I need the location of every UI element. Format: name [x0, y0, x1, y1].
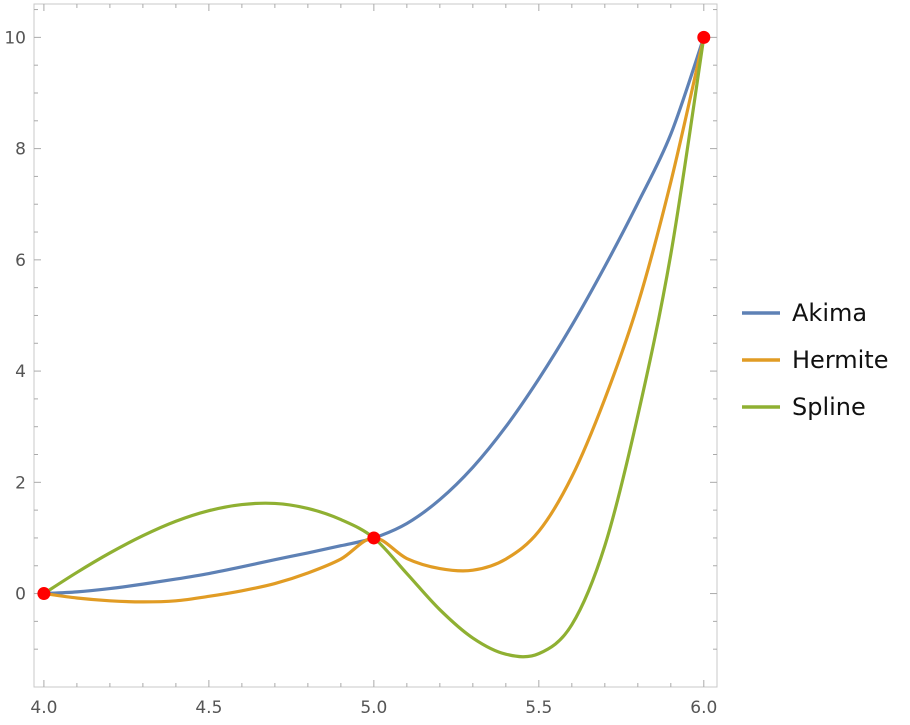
series-lines: [42, 35, 706, 659]
x-tick-label: 4.5: [195, 698, 222, 718]
x-tick-label: 4.0: [30, 698, 57, 718]
series-line-hermite: [42, 35, 706, 604]
axis-ticks: 4.0 4.5 5.0 5.5 6.0 0 2 4 6 8 10: [4, 4, 717, 718]
series-line-akima: [42, 35, 706, 596]
series-line-spline: [42, 35, 706, 659]
legend-label-hermite: Hermite: [792, 346, 888, 374]
data-point: [37, 587, 51, 601]
legend-label-akima: Akima: [792, 299, 867, 327]
legend: Akima Hermite Spline: [742, 299, 888, 421]
data-point: [697, 30, 711, 44]
y-tick-label: 8: [15, 140, 26, 160]
y-tick-label: 0: [15, 585, 26, 605]
plot-frame-rect: [33, 3, 718, 688]
plot-frame: [33, 3, 718, 688]
x-tick-label: 5.0: [360, 698, 387, 718]
y-tick-label: 2: [15, 473, 26, 493]
y-tick-label: 4: [15, 362, 26, 382]
x-tick-label: 5.5: [525, 698, 552, 718]
legend-label-spline: Spline: [792, 393, 866, 421]
x-tick-label: 6.0: [690, 698, 717, 718]
y-tick-label: 10: [4, 28, 26, 48]
y-tick-label: 6: [15, 251, 26, 271]
data-point: [367, 531, 381, 545]
data-points: [37, 30, 711, 601]
